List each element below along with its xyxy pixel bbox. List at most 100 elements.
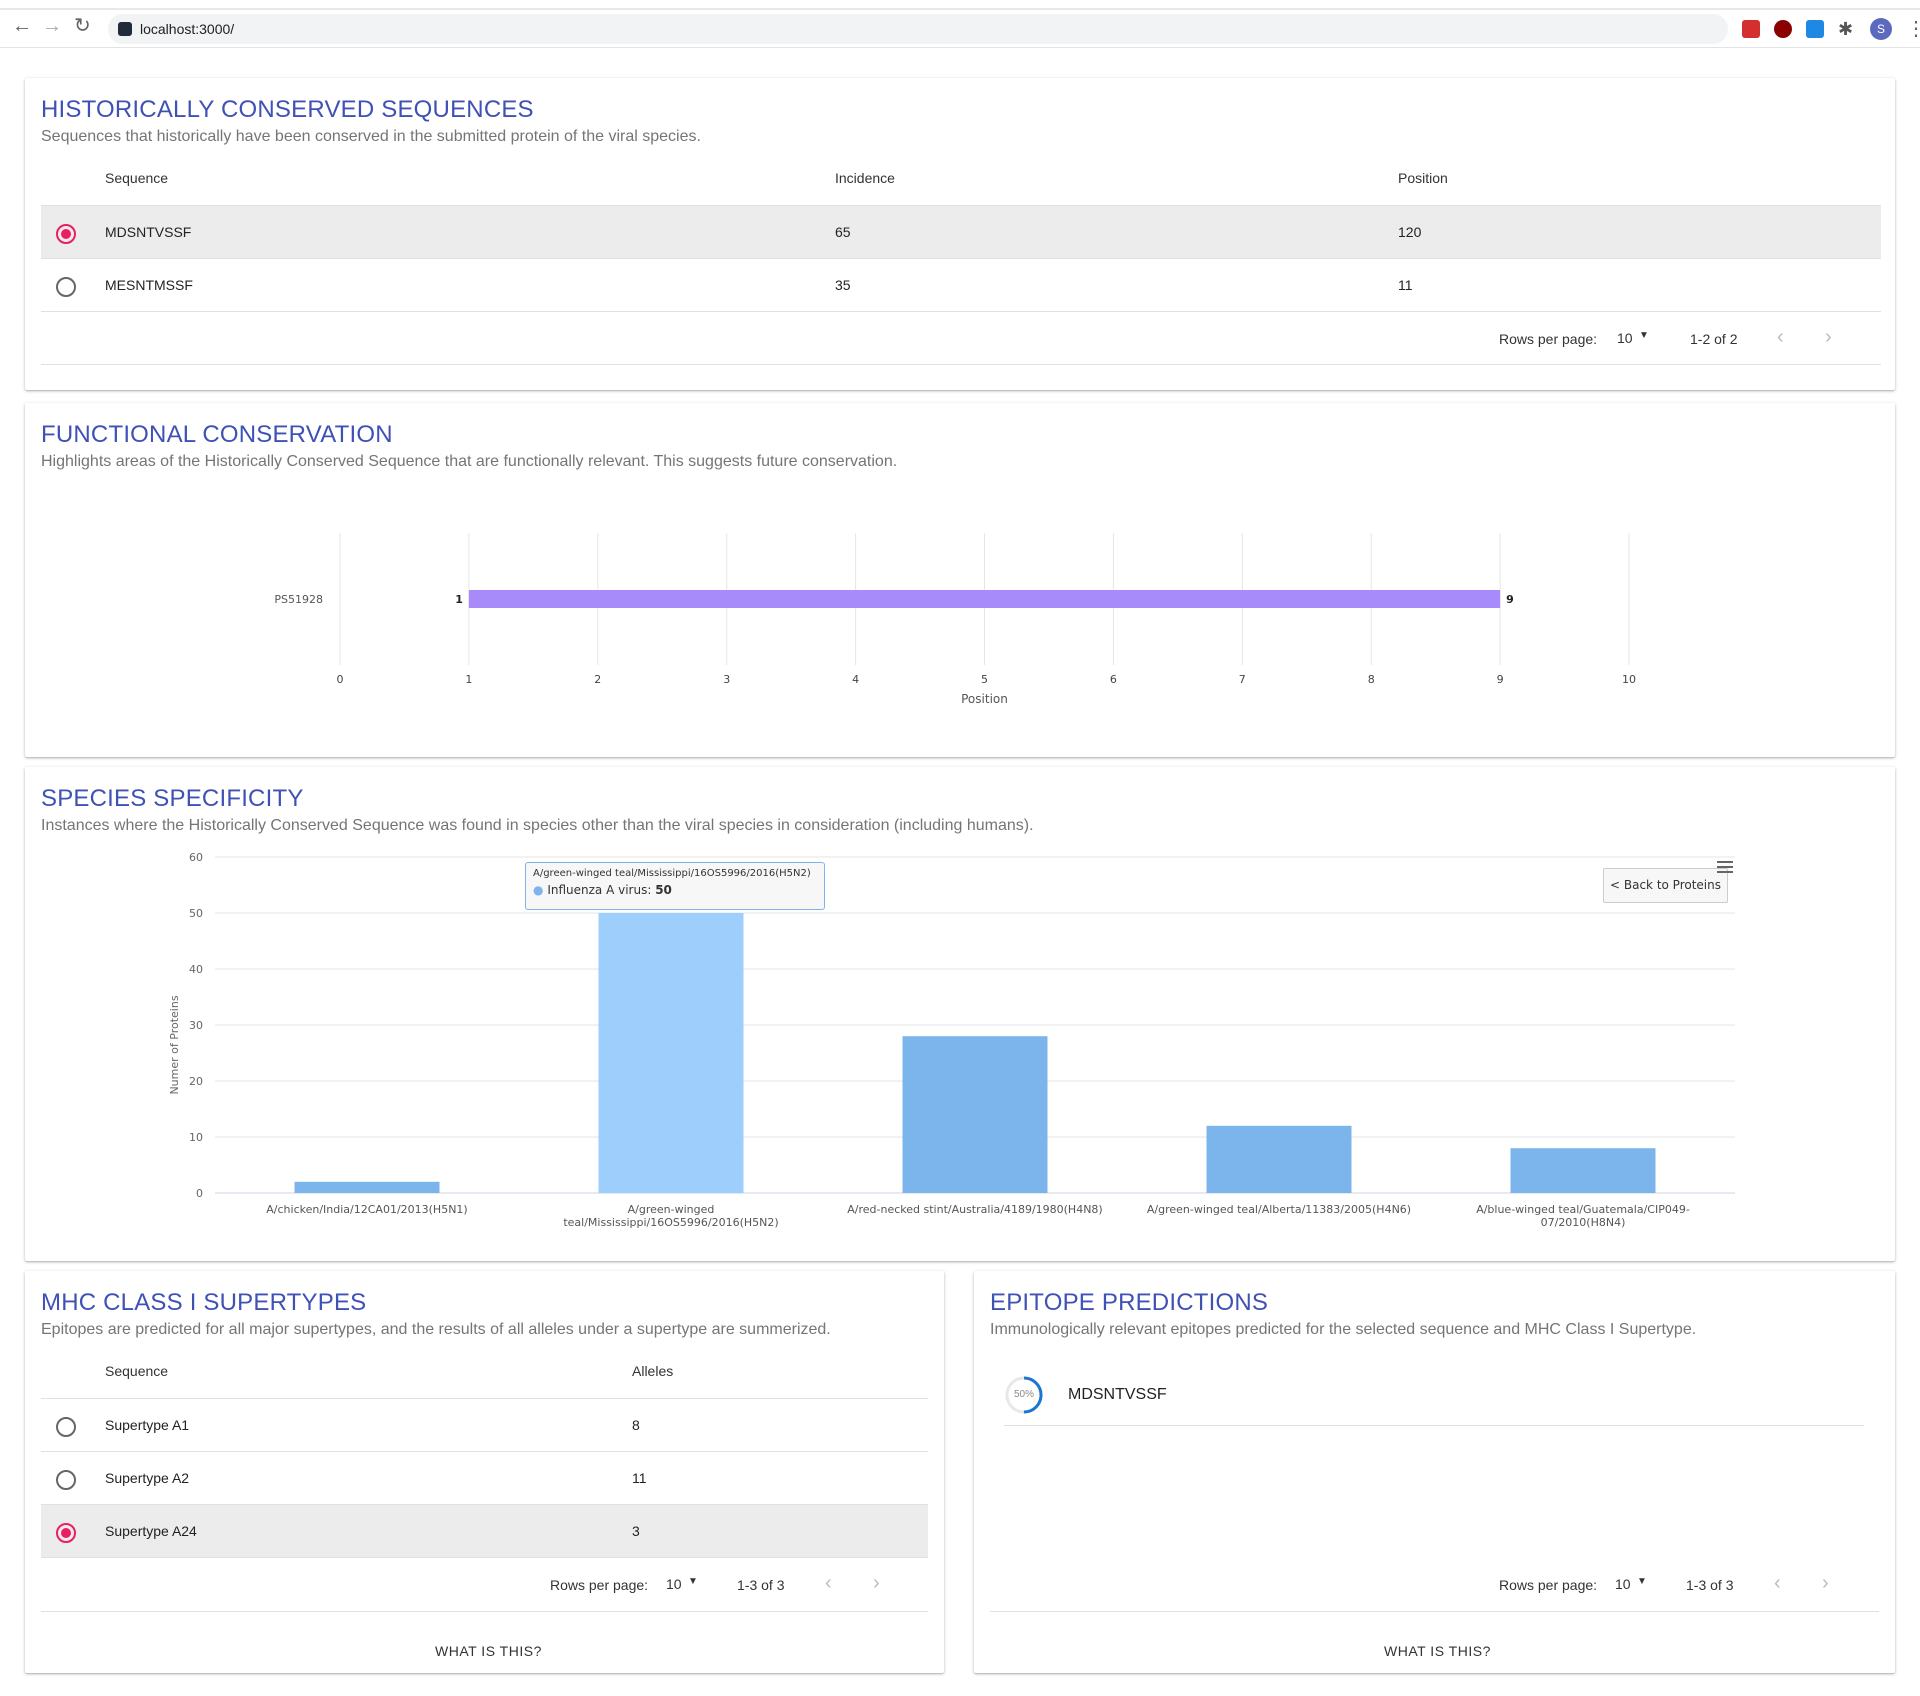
header-divider	[41, 1398, 928, 1399]
table-row[interactable]: Supertype A1 8	[41, 1399, 928, 1452]
url-text[interactable]: localhost:3000/	[140, 21, 235, 37]
y-tick-label: 0	[196, 1187, 203, 1200]
extension-icon-1[interactable]	[1742, 20, 1760, 38]
rows-per-page-label: Rows per page:	[1499, 331, 1598, 347]
extensions-puzzle-icon[interactable]: ✱	[1838, 19, 1854, 39]
rows-per-page-select[interactable]: 10	[1617, 330, 1633, 346]
card-subtitle: Instances where the Historically Conserv…	[41, 817, 1034, 834]
epitope-sequence[interactable]: MDSNTVSSF	[1068, 1386, 1167, 1403]
tooltip-series-dot-icon: ●	[533, 883, 544, 897]
caret-down-icon[interactable]: ▼	[1637, 1576, 1647, 1587]
x-category-label: A/green-winged	[628, 1203, 715, 1216]
extension-icon-3[interactable]	[1806, 20, 1824, 38]
header-alleles[interactable]: Alleles	[632, 1363, 674, 1379]
conserved-sequences-card: HISTORICALLY CONSERVED SEQUENCES Sequenc…	[25, 78, 1895, 390]
site-favicon-icon	[118, 22, 132, 36]
bar	[598, 913, 744, 1193]
chevron-right-icon[interactable]: ›	[1822, 1572, 1829, 1594]
back-arrow-icon[interactable]: ←	[12, 15, 32, 37]
chevron-left-icon[interactable]: ‹	[825, 1572, 832, 1594]
cell-incidence: 65	[835, 224, 851, 240]
card-subtitle: Immunologically relevant epitopes predic…	[990, 1321, 1697, 1338]
caret-down-icon[interactable]: ▼	[1639, 330, 1649, 341]
functional-conservation-chart: 0 1 2 3 4 5 6 7 8 9 10 Position PS51928 1 9	[274, 533, 1636, 706]
x-tick-label: 0	[337, 673, 344, 686]
cell-incidence: 35	[835, 277, 851, 293]
cell-alleles: 3	[632, 1523, 640, 1539]
bar	[294, 1181, 440, 1193]
x-category-label: teal/Mississippi/16OS5996/2016(H5N2)	[563, 1216, 778, 1229]
y-tick-label: 10	[189, 1131, 203, 1144]
row-radio[interactable]	[56, 1417, 76, 1437]
browser-toolbar: ← → ↻ localhost:3000/ ✱ S ⋮	[0, 0, 1920, 48]
browser-menu-icon[interactable]: ⋮	[1906, 18, 1920, 40]
y-axis-label: Numer of Proteins	[168, 995, 181, 1094]
what-is-this-button[interactable]: WHAT IS THIS?	[1384, 1643, 1491, 1659]
tooltip-title: A/green-winged teal/Mississippi/16OS5996…	[533, 868, 811, 879]
card-title: MHC CLASS I SUPERTYPES	[41, 1289, 367, 1316]
pagination-range: 1-3 of 3	[737, 1577, 785, 1593]
x-category-label: A/green-winged teal/Alberta/11383/2005(H…	[1147, 1203, 1411, 1216]
x-tick-label: 5	[981, 673, 988, 686]
x-tick-label: 3	[723, 673, 730, 686]
table-row[interactable]: MDSNTVSSF 65 120	[41, 206, 1881, 259]
footer-divider	[990, 1611, 1879, 1612]
tooltip-series-line: ● Influenza A virus: 50	[533, 883, 672, 897]
chevron-left-icon[interactable]: ‹	[1777, 326, 1784, 348]
progress-label: 50%	[1013, 1389, 1034, 1400]
cell-position: 120	[1398, 224, 1422, 240]
species-specificity-card: SPECIES SPECIFICITY Instances where the …	[25, 767, 1895, 1261]
profile-avatar[interactable]: S	[1870, 18, 1892, 40]
header-incidence[interactable]: Incidence	[835, 170, 895, 186]
header-position[interactable]: Position	[1398, 170, 1448, 186]
cell-sequence: Supertype A24	[105, 1523, 197, 1539]
rows-per-page-select[interactable]: 10	[666, 1576, 682, 1592]
table-row[interactable]: Supertype A24 3	[41, 1505, 928, 1558]
pagination-range: 1-3 of 3	[1686, 1577, 1734, 1593]
rows-per-page-label: Rows per page:	[1499, 1577, 1598, 1593]
rows-per-page-select[interactable]: 10	[1615, 1576, 1631, 1592]
cell-sequence: Supertype A2	[105, 1470, 190, 1486]
card-title: EPITOPE PREDICTIONS	[990, 1289, 1269, 1316]
table-row[interactable]: MESNTMSSF 35 11	[41, 259, 1881, 312]
cell-alleles: 11	[632, 1470, 647, 1486]
chevron-right-icon[interactable]: ›	[1825, 326, 1832, 348]
header-sequence[interactable]: Sequence	[105, 170, 169, 186]
header-sequence[interactable]: Sequence	[105, 1363, 169, 1379]
extension-shield-icon[interactable]	[1774, 20, 1792, 38]
chevron-right-icon[interactable]: ›	[873, 1572, 880, 1594]
species-specificity-chart: 0 10 20 30 40 50 60 Numer of Proteins A/chicken/…	[168, 851, 1735, 1229]
range-start-label: 1	[455, 593, 463, 606]
y-tick-label: 40	[189, 963, 203, 976]
row-radio-selected[interactable]	[56, 1523, 76, 1543]
table-row[interactable]: Supertype A2 11	[41, 1452, 928, 1505]
tooltip-value: 50	[655, 883, 672, 897]
cell-sequence: Supertype A1	[105, 1417, 190, 1433]
what-is-this-button[interactable]: WHAT IS THIS?	[435, 1643, 542, 1659]
x-category-label: 07/2010(H8N4)	[1541, 1216, 1626, 1229]
chart-tooltip: A/green-winged teal/Mississippi/16OS5996…	[525, 862, 825, 910]
caret-down-icon[interactable]: ▼	[688, 1576, 698, 1587]
range-bar	[468, 590, 1501, 608]
circular-progress-icon	[1005, 1376, 1043, 1414]
bar	[902, 1036, 1048, 1193]
address-bar[interactable]: localhost:3000/	[108, 14, 1728, 44]
card-subtitle: Sequences that historically have been co…	[41, 128, 701, 145]
hamburger-menu-icon[interactable]	[1717, 861, 1733, 873]
x-axis-label: Position	[961, 692, 1008, 706]
forward-arrow-icon[interactable]: →	[42, 15, 62, 37]
back-to-proteins-button[interactable]: < Back to Proteins	[1603, 868, 1728, 903]
row-radio-selected[interactable]	[56, 224, 76, 244]
x-tick-label: 10	[1622, 673, 1636, 686]
pagination-range: 1-2 of 2	[1690, 331, 1738, 347]
reload-icon[interactable]: ↻	[74, 15, 91, 37]
epitope-progress-indicator: 50%	[1004, 1375, 1044, 1415]
footer-divider	[41, 364, 1881, 365]
bar	[1510, 1148, 1656, 1193]
category-label: PS51928	[274, 593, 323, 606]
functional-conservation-card: FUNCTIONAL CONSERVATION Highlights areas…	[25, 403, 1895, 757]
x-tick-label: 2	[594, 673, 601, 686]
row-radio[interactable]	[56, 277, 76, 297]
row-radio[interactable]	[56, 1470, 76, 1490]
chevron-left-icon[interactable]: ‹	[1774, 1572, 1781, 1594]
